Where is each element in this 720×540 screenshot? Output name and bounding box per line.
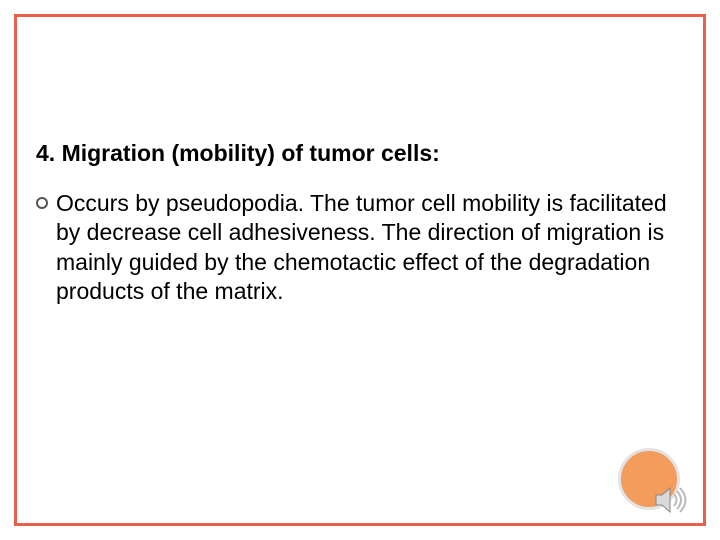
bullet-marker-icon (36, 197, 48, 209)
slide-heading: 4. Migration (mobility) of tumor cells: (36, 140, 684, 167)
bullet-text: Occurs by pseudopodia. The tumor cell mo… (56, 189, 684, 307)
slide-content: 4. Migration (mobility) of tumor cells: … (36, 140, 684, 307)
speaker-icon (652, 482, 688, 518)
bullet-item: Occurs by pseudopodia. The tumor cell mo… (36, 189, 684, 307)
